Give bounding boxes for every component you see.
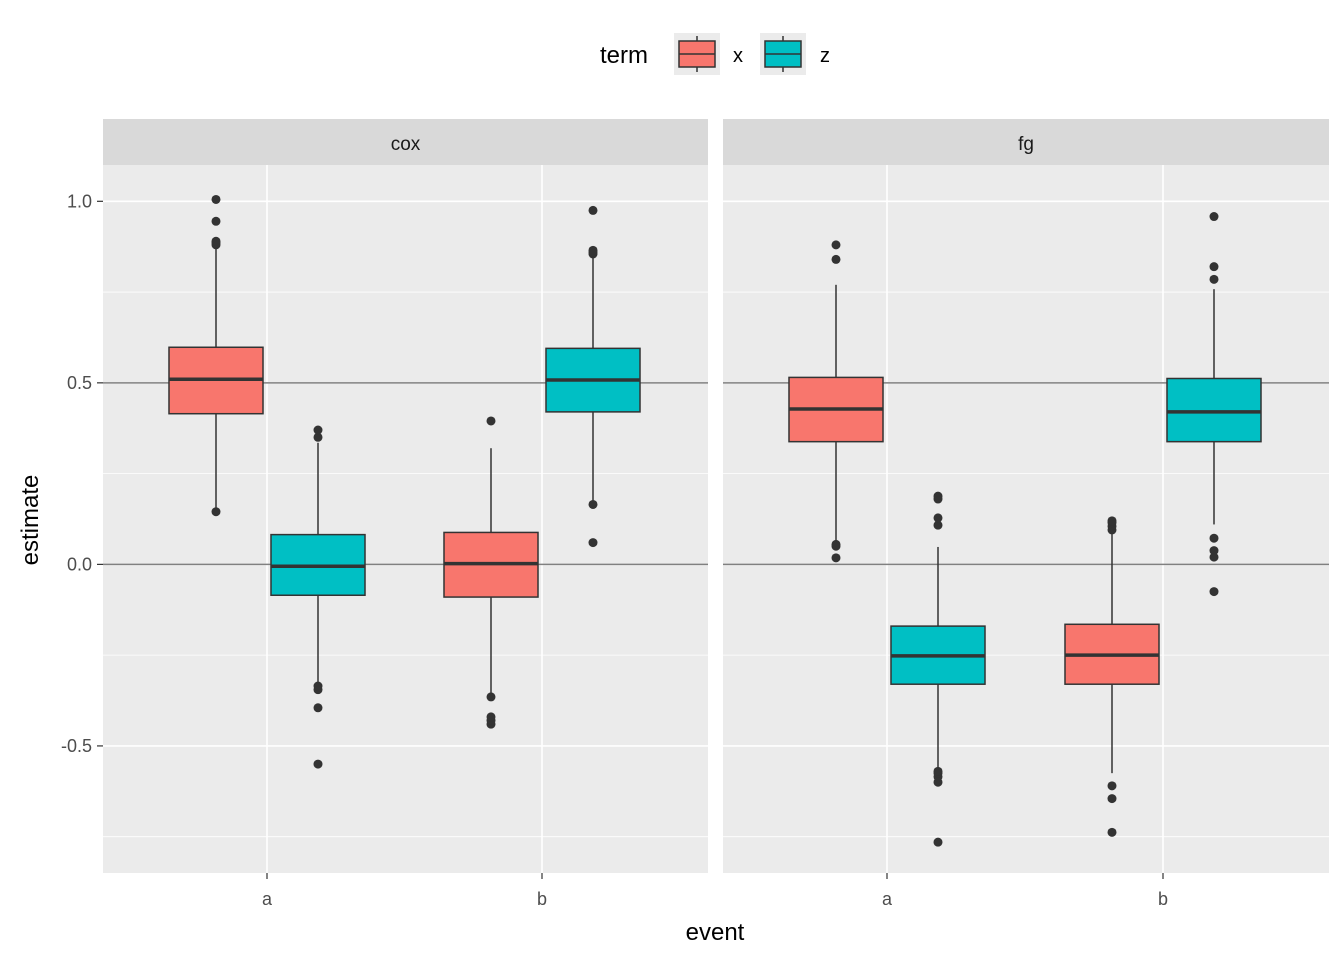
outlier-point — [211, 236, 221, 246]
outlier-point — [1107, 827, 1117, 837]
legend-title: term — [600, 42, 648, 69]
outlier-point — [1209, 262, 1219, 272]
facet-strip-label: cox — [391, 134, 421, 155]
box-cox-b-x — [443, 416, 539, 729]
box-fg-b-x — [1064, 516, 1160, 837]
legend-label-x: x — [733, 45, 743, 67]
outlier-point — [933, 837, 943, 847]
outlier-point — [1209, 552, 1219, 562]
box-fg-a-z — [890, 491, 986, 847]
outlier-point — [313, 425, 323, 435]
x-axis-title: event — [686, 919, 745, 946]
x-axis: a b a b — [262, 873, 1168, 909]
legend-label-z: z — [820, 45, 830, 67]
outlier-point — [211, 216, 221, 226]
y-axis-title: estimate — [17, 475, 44, 566]
outlier-point — [486, 692, 496, 702]
outlier-point — [313, 681, 323, 691]
panel-fg: fg — [723, 119, 1329, 873]
outlier-point — [831, 254, 841, 264]
outlier-point — [211, 194, 221, 204]
x-tick-label: a — [882, 889, 893, 909]
x-tick-label: b — [1158, 889, 1168, 909]
outlier-point — [211, 507, 221, 517]
box-iqr — [1166, 377, 1262, 443]
outlier-point — [1209, 212, 1219, 222]
panel-background — [103, 165, 708, 873]
outlier-point — [1107, 516, 1117, 526]
facet-strip — [723, 119, 1329, 165]
y-tick-label: 1.0 — [67, 191, 92, 211]
box-fg-b-z — [1166, 212, 1262, 597]
outlier-point — [1209, 587, 1219, 597]
facet-strip-label: fg — [1018, 134, 1034, 155]
y-tick-label: 0.0 — [67, 554, 92, 574]
outlier-point — [486, 416, 496, 426]
box-fg-a-x — [788, 240, 884, 563]
outlier-point — [588, 499, 598, 509]
outlier-point — [486, 712, 496, 722]
outlier-point — [933, 491, 943, 501]
panel-cox: cox — [103, 119, 708, 873]
outlier-point — [831, 539, 841, 549]
panel-background — [723, 165, 1329, 873]
outlier-point — [1209, 274, 1219, 284]
outlier-point — [588, 205, 598, 215]
y-axis: -0.5 0.0 0.5 1.0 — [61, 191, 103, 756]
y-tick-label: 0.5 — [67, 373, 92, 393]
y-tick-label: -0.5 — [61, 736, 92, 756]
box-cox-b-z — [545, 205, 641, 548]
outlier-point — [1209, 546, 1219, 556]
outlier-point — [1107, 794, 1117, 804]
outlier-point — [933, 766, 943, 776]
x-tick-label: b — [537, 889, 547, 909]
outlier-point — [313, 759, 323, 769]
facet-strip — [103, 119, 708, 165]
outlier-point — [313, 432, 323, 442]
outlier-point — [933, 513, 943, 523]
legend-key-z — [760, 33, 806, 75]
outlier-point — [588, 245, 598, 255]
outlier-point — [831, 553, 841, 563]
legend-key-x — [674, 33, 720, 75]
legend: term x z — [600, 33, 830, 75]
outlier-point — [588, 538, 598, 548]
outlier-point — [933, 520, 943, 530]
outlier-point — [831, 240, 841, 250]
x-tick-label: a — [262, 889, 273, 909]
outlier-point — [313, 703, 323, 713]
outlier-point — [1107, 781, 1117, 791]
box-cox-a-x — [168, 194, 264, 517]
box-cox-a-z — [270, 425, 366, 769]
outlier-point — [1209, 533, 1219, 543]
